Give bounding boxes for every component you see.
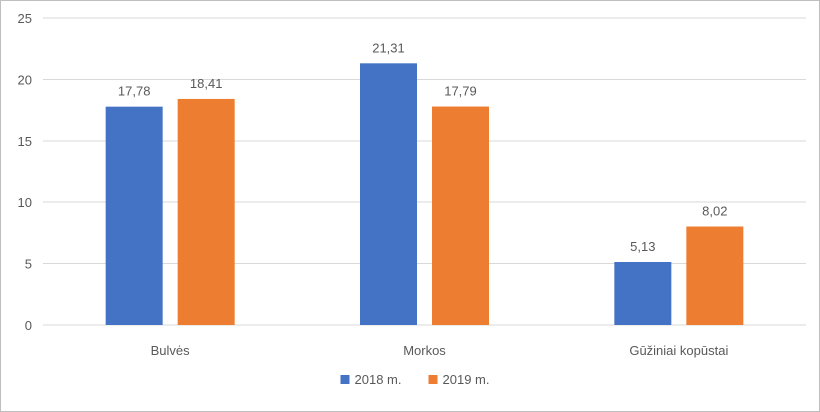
bar-2019-2: [686, 226, 744, 325]
data-label: 21,31: [372, 40, 405, 55]
y-tick-label: 10: [18, 195, 32, 210]
y-tick-label: 15: [18, 134, 32, 149]
category-label: Morkos: [403, 343, 446, 358]
data-label: 17,78: [118, 84, 151, 99]
category-labels: Bulvės Morkos Gūžiniai kopūstai: [151, 343, 729, 358]
bar-2018-0: [105, 106, 163, 326]
legend-label: 2018 m.: [355, 372, 402, 387]
gridlines: [43, 17, 806, 326]
category-label: Bulvės: [151, 343, 191, 358]
bar-2019-1: [432, 106, 489, 325]
y-tick-label: 5: [25, 257, 32, 272]
data-labels: 17,78 18,41 21,31 17,79 5,13 8,02: [118, 40, 728, 254]
y-tick-label: 25: [18, 11, 32, 26]
bar-2019-0: [177, 98, 235, 325]
bar-2018-2: [614, 262, 672, 325]
data-label: 17,79: [444, 84, 477, 99]
data-label: 18,41: [190, 76, 223, 91]
legend-label: 2019 m.: [443, 372, 490, 387]
legend-swatch-1: [428, 375, 438, 384]
data-label: 8,02: [702, 204, 727, 219]
y-tick-label: 20: [18, 72, 32, 87]
legend: 2018 m. 2019 m.: [340, 372, 490, 387]
y-axis-tick-labels: 0 5 10 15 20 25: [18, 11, 32, 333]
bar-2018-1: [360, 63, 417, 325]
data-label: 5,13: [630, 239, 655, 254]
y-tick-label: 0: [25, 318, 32, 333]
bars: [105, 63, 744, 326]
category-label: Gūžiniai kopūstai: [629, 343, 728, 358]
legend-swatch-0: [340, 375, 350, 384]
